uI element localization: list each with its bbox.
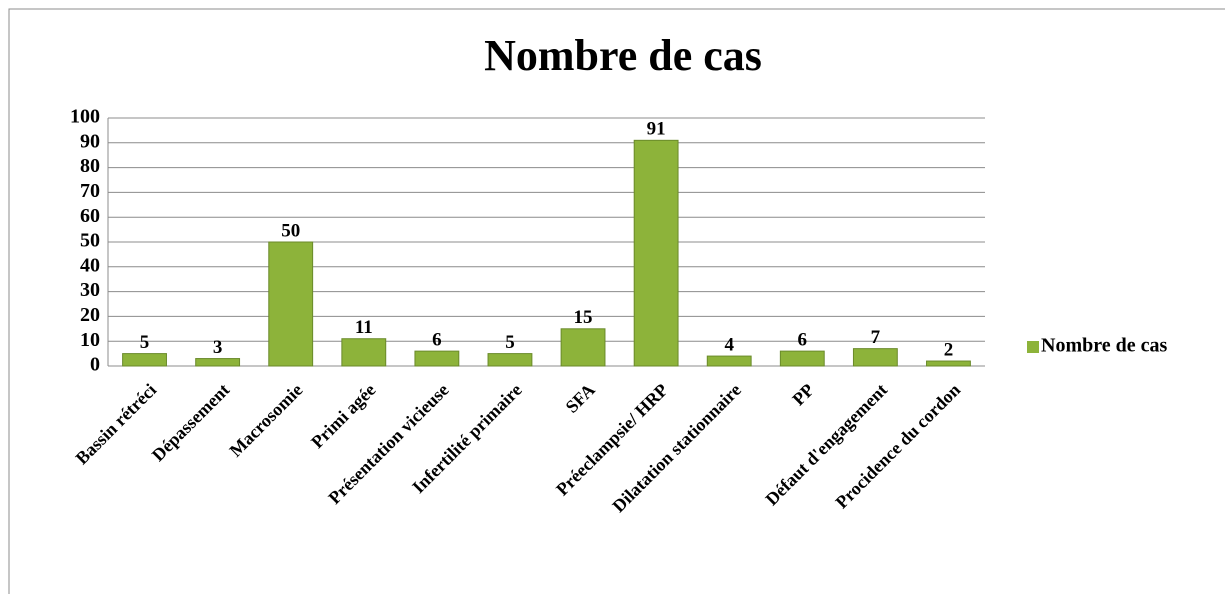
bar: [195, 358, 241, 367]
data-label: 50: [281, 220, 300, 241]
y-tick-label: 50: [80, 230, 100, 252]
x-tick-label: Macrosomie: [225, 380, 306, 461]
data-label: 2: [944, 339, 954, 360]
y-tick-label: 80: [80, 155, 100, 177]
x-tick-label: Primi agée: [307, 380, 379, 452]
data-label: 6: [798, 329, 808, 350]
data-label: 15: [574, 307, 593, 328]
x-tick-label: SFA: [562, 380, 599, 417]
data-label: 5: [140, 332, 150, 353]
y-tick-label: 90: [80, 130, 100, 152]
data-label: 7: [871, 327, 881, 348]
bar: [633, 139, 679, 367]
chart-title: Nombre de cas: [484, 31, 762, 80]
y-tick-label: 30: [80, 279, 100, 301]
bar: [414, 350, 460, 367]
legend-swatch: [1027, 341, 1039, 353]
bar: [487, 353, 533, 367]
y-tick-label: 100: [70, 106, 100, 128]
y-tick-label: 40: [80, 254, 100, 276]
bar: [341, 338, 387, 367]
x-tick-label: Procidence du cordon: [831, 380, 964, 513]
x-tick-label: Défaut d'engagement: [761, 380, 891, 510]
x-tick-label: Présentation vicieuse: [324, 380, 452, 508]
bar: [706, 355, 752, 367]
y-tick-label: 60: [80, 205, 100, 227]
bar: [560, 328, 606, 367]
y-tick-label: 10: [80, 329, 100, 351]
data-label: 91: [647, 119, 666, 140]
data-label: 4: [724, 334, 734, 355]
legend-label: Nombre de cas: [1041, 335, 1167, 357]
data-label: 6: [432, 329, 442, 350]
chart-frame: [8, 8, 1225, 594]
x-tick-label: PP: [788, 380, 818, 410]
bar: [926, 360, 971, 367]
bar: [268, 241, 314, 367]
y-tick-label: 0: [90, 354, 100, 376]
x-tick-label: Dépassement: [148, 380, 234, 466]
data-label: 11: [355, 317, 373, 338]
y-tick-label: 20: [80, 304, 100, 326]
data-label: 5: [505, 332, 515, 353]
bar: [779, 350, 825, 367]
x-tick-label: Bassin rétréci: [72, 380, 161, 469]
data-label: 3: [213, 337, 223, 358]
bar: [122, 353, 167, 367]
y-tick-label: 70: [80, 180, 100, 202]
x-tick-label: Dilatation stationnaire: [608, 380, 745, 517]
bar: [852, 348, 898, 367]
